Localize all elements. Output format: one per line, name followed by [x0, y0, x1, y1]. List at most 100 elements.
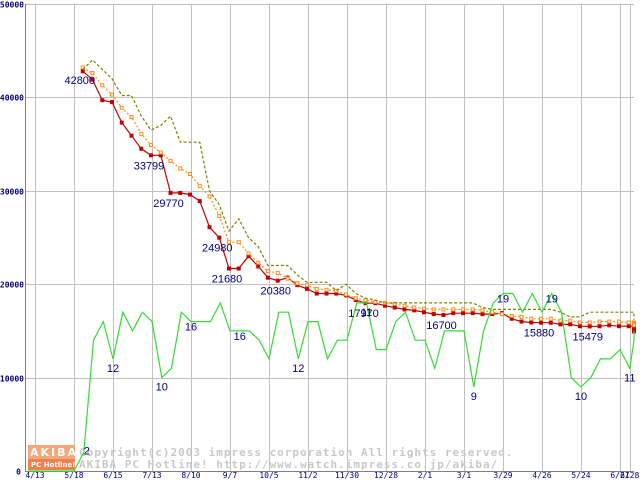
data-point-average-price: [431, 307, 436, 312]
data-point-lowest-price: [402, 307, 407, 312]
x-tick-label: 9/7: [223, 471, 238, 480]
data-point-lowest-price: [431, 312, 436, 317]
data-labels: 42800 33799 29770 24980 21680 20380 17970 16700…: [64, 75, 635, 457]
data-point-lowest-price: [441, 313, 446, 318]
data-point-lowest-price: [461, 311, 465, 316]
data-point-lowest-price: [305, 286, 309, 291]
x-axis-ticks: 4/13 5/18 6/15 7/13 8/10 9/7 10/5 11/2 11/30 12/2…: [25, 471, 639, 480]
data-label: 12: [292, 363, 304, 375]
data-point-average-price: [578, 320, 582, 325]
logo-top-text: AKIBA: [30, 446, 78, 459]
data-point-average-price: [587, 320, 592, 325]
data-label: 11: [361, 307, 372, 319]
data-label: 17970: [348, 308, 379, 320]
data-point-lowest-price: [480, 312, 485, 317]
data-point-average-price: [441, 307, 446, 312]
data-point-average-price: [617, 319, 621, 324]
data-point-average-price: [344, 292, 348, 297]
data-point-average-price: [412, 305, 417, 310]
data-point-lowest-price: [519, 319, 524, 324]
data-point-lowest-price: [158, 153, 163, 158]
data-point-average-price: [100, 83, 105, 88]
data-point-lowest-price: [129, 133, 134, 138]
data-point-lowest-price: [149, 153, 153, 158]
x-tick-label: 5/24: [571, 471, 590, 480]
data-point-lowest-price: [236, 266, 241, 271]
data-point-average-price: [422, 306, 426, 311]
x-tick-label: 7/13: [142, 471, 161, 480]
data-point-lowest-price: [168, 190, 173, 195]
data-point-average-price: [529, 316, 534, 321]
data-point-lowest-price: [626, 324, 631, 329]
y-tick-label: 20000: [0, 281, 24, 290]
data-point-lowest-price: [383, 303, 387, 308]
data-point-average-price: [490, 310, 495, 315]
data-point-lowest-price: [246, 254, 251, 259]
x-tick-label: 4/26: [532, 471, 551, 480]
data-point-average-price: [236, 240, 241, 245]
data-label: 19: [546, 294, 558, 306]
data-point-average-price: [207, 194, 212, 199]
data-point-lowest-price: [227, 266, 231, 271]
x-tick-label: 11/30: [335, 471, 359, 480]
data-label: 2: [84, 445, 90, 457]
data-point-average-price: [470, 307, 475, 312]
data-point-lowest-price: [275, 278, 280, 283]
x-tick-label: 3/1: [457, 471, 472, 480]
copyright-line: Copyright(c)2003 impress corporation All…: [79, 446, 514, 459]
data-point-average-price: [519, 314, 524, 319]
x-tick-label: 12/28: [374, 471, 398, 480]
data-point-lowest-price: [100, 98, 105, 103]
data-point-average-price: [353, 296, 358, 301]
data-point-average-price: [558, 318, 563, 323]
data-point-lowest-price: [334, 291, 339, 296]
data-point-average-price: [597, 319, 602, 324]
data-point-lowest-price: [548, 320, 553, 325]
data-point-lowest-price: [256, 264, 261, 269]
x-tick-label: 10/5: [259, 471, 278, 480]
data-point-average-price: [500, 312, 504, 317]
x-tick-label: 6/15: [103, 471, 122, 480]
data-point-lowest-price: [607, 323, 612, 328]
x-tick-label: 6/21: [610, 471, 629, 480]
data-point-lowest-price: [207, 225, 212, 230]
data-point-average-price: [461, 307, 465, 312]
data-point-average-price: [548, 316, 553, 321]
data-point-average-price: [451, 307, 456, 312]
data-point-average-price: [509, 313, 514, 318]
data-point-average-price: [295, 281, 300, 286]
data-label: 12: [107, 363, 119, 375]
grid: [25, 4, 634, 472]
data-point-average-price: [168, 158, 173, 163]
data-point-average-price: [110, 92, 114, 97]
data-point-average-price: [568, 318, 573, 323]
data-point-average-price: [402, 303, 407, 308]
data-label: 21680: [212, 274, 243, 286]
data-point-lowest-price: [451, 311, 456, 316]
data-point-lowest-price: [568, 322, 573, 327]
data-point-average-price: [149, 143, 153, 148]
data-label: 16: [234, 331, 246, 343]
data-point-lowest-price: [578, 324, 582, 329]
logo-top-bg: [28, 445, 75, 459]
data-point-average-price: [119, 105, 124, 110]
data-point-lowest-price: [119, 120, 124, 125]
data-point-average-price: [266, 269, 270, 274]
data-point-average-price: [217, 214, 222, 219]
data-label: 16: [185, 322, 197, 334]
y-tick-label: 50000: [0, 1, 24, 10]
x-tick-label: 5/18: [64, 471, 83, 480]
data-point-average-price: [256, 260, 261, 265]
data-point-average-price: [188, 171, 192, 176]
data-point-lowest-price: [529, 320, 534, 325]
data-point-average-price: [480, 308, 485, 313]
data-point-lowest-price: [392, 305, 397, 310]
data-point-average-price: [626, 320, 631, 325]
data-point-lowest-price: [632, 326, 636, 331]
watermark: AKIBA PC Hotline! Copyright(c)2003 impre…: [28, 445, 514, 471]
data-label: 10: [575, 391, 587, 403]
data-point-average-price: [539, 316, 543, 321]
data-point-lowest-price: [80, 69, 85, 74]
data-point-lowest-price: [539, 320, 543, 325]
